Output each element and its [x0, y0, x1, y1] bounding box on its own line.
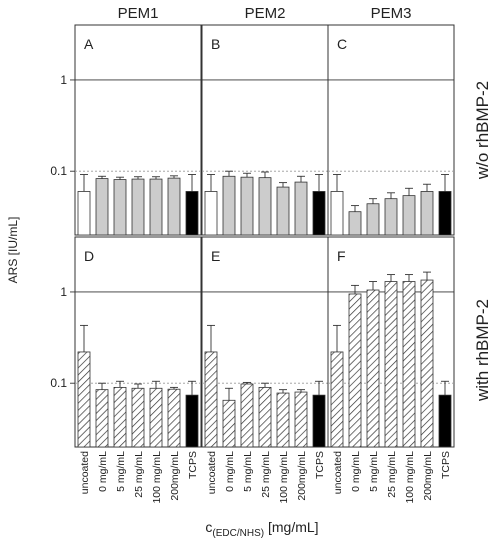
category-label: 25 mg/mL [260, 451, 272, 498]
bar-f-6 [438, 394, 452, 448]
panel-letter: B [211, 36, 220, 52]
bar-c-3 [384, 198, 398, 236]
bar-d-3 [131, 387, 145, 448]
chart-panels: A 0.1 1 B C D 0.1 1 uncoated 0 mg/mL 5 mg/mL 25 mg/… [50, 24, 455, 504]
bar-b-1 [222, 175, 236, 236]
bar-d-2 [113, 386, 127, 448]
category-label: 25 mg/mL [133, 451, 145, 498]
y-tick-label: 1 [60, 73, 67, 87]
panel-b: B [201, 24, 329, 236]
category-label: uncoated [332, 451, 344, 494]
bar-a-1 [95, 178, 109, 236]
bar-c-2 [366, 203, 380, 236]
category-label: 200mg/mL [169, 451, 181, 501]
y-tick-label: 0.1 [50, 164, 67, 178]
bar-c-5 [420, 191, 434, 236]
category-label: TCPS [314, 451, 326, 479]
bar-f-3 [384, 281, 398, 448]
bar-e-4 [276, 392, 290, 448]
panel-c: C [327, 24, 455, 236]
bar-b-0 [204, 191, 218, 236]
bar-e-6 [312, 394, 326, 448]
bar-c-6 [438, 191, 452, 236]
row-title-with-rhbmp2: with rhBMP-2 [473, 299, 492, 402]
bar-e-3 [258, 386, 272, 448]
bar-f-5 [420, 279, 434, 448]
category-label: 0 mg/mL [224, 451, 236, 492]
y-tick-label: 0.1 [50, 376, 67, 390]
panel-letter: C [337, 36, 347, 52]
category-label: 5 mg/mL [115, 451, 127, 492]
bar-d-5 [167, 388, 181, 448]
bar-d-4 [149, 387, 163, 448]
category-label: TCPS [187, 451, 199, 479]
column-title-pem1: PEM1 [118, 5, 159, 22]
bar-d-6 [185, 394, 199, 448]
bar-b-5 [294, 181, 308, 236]
row-title-without-rhbmp2: w/o rhBMP-2 [473, 81, 492, 180]
bar-d-1 [95, 389, 109, 448]
bar-c-4 [402, 195, 416, 236]
panel-letter: A [84, 36, 94, 52]
category-label: 100 mg/mL [151, 451, 163, 504]
bar-a-3 [131, 178, 145, 236]
panel-letter: E [211, 248, 220, 264]
bar-f-1 [348, 293, 362, 448]
bar-e-1 [222, 399, 236, 448]
category-label: uncoated [206, 451, 218, 494]
bar-e-2 [240, 383, 254, 448]
bar-a-4 [149, 178, 163, 236]
bar-a-5 [167, 177, 181, 236]
column-title-pem3: PEM3 [371, 5, 412, 22]
y-axis-label: ARS [IU/mL] [6, 217, 20, 284]
panel-d: D 0.1 1 uncoated 0 mg/mL 5 mg/mL 25 mg/mL 100 m… [50, 236, 202, 504]
panel-letter: D [84, 248, 94, 264]
bar-d-0 [77, 351, 91, 448]
category-label: 200mg/mL [296, 451, 308, 501]
panel-letter: F [337, 248, 346, 264]
category-label: 200mg/mL [422, 451, 434, 501]
category-label: TCPS [440, 451, 452, 479]
bar-b-6 [312, 191, 326, 236]
column-title-pem2: PEM2 [245, 5, 286, 22]
category-label: 5 mg/mL [368, 451, 380, 492]
category-label: 100 mg/mL [404, 451, 416, 504]
y-tick-label: 1 [60, 285, 67, 299]
panel-a: A 0.1 1 [50, 24, 202, 236]
category-label: 5 mg/mL [242, 451, 254, 492]
bar-c-0 [330, 191, 344, 236]
x-axis-label: c(EDC/NHS) [mg/mL] [205, 519, 318, 539]
category-label: 0 mg/mL [350, 451, 362, 492]
bar-f-0 [330, 351, 344, 448]
bar-b-3 [258, 177, 272, 236]
bar-b-2 [240, 176, 254, 236]
category-label: 0 mg/mL [97, 451, 109, 492]
category-label: 25 mg/mL [386, 451, 398, 498]
bar-b-4 [276, 186, 290, 236]
bar-a-0 [77, 191, 91, 236]
bar-a-2 [113, 179, 127, 236]
bar-e-5 [294, 391, 308, 448]
bar-a-6 [185, 191, 199, 236]
bar-f-4 [402, 281, 416, 448]
category-label: 100 mg/mL [278, 451, 290, 504]
bar-f-2 [366, 289, 380, 448]
bar-e-0 [204, 351, 218, 448]
bar-c-1 [348, 211, 362, 236]
category-label: uncoated [79, 451, 91, 494]
